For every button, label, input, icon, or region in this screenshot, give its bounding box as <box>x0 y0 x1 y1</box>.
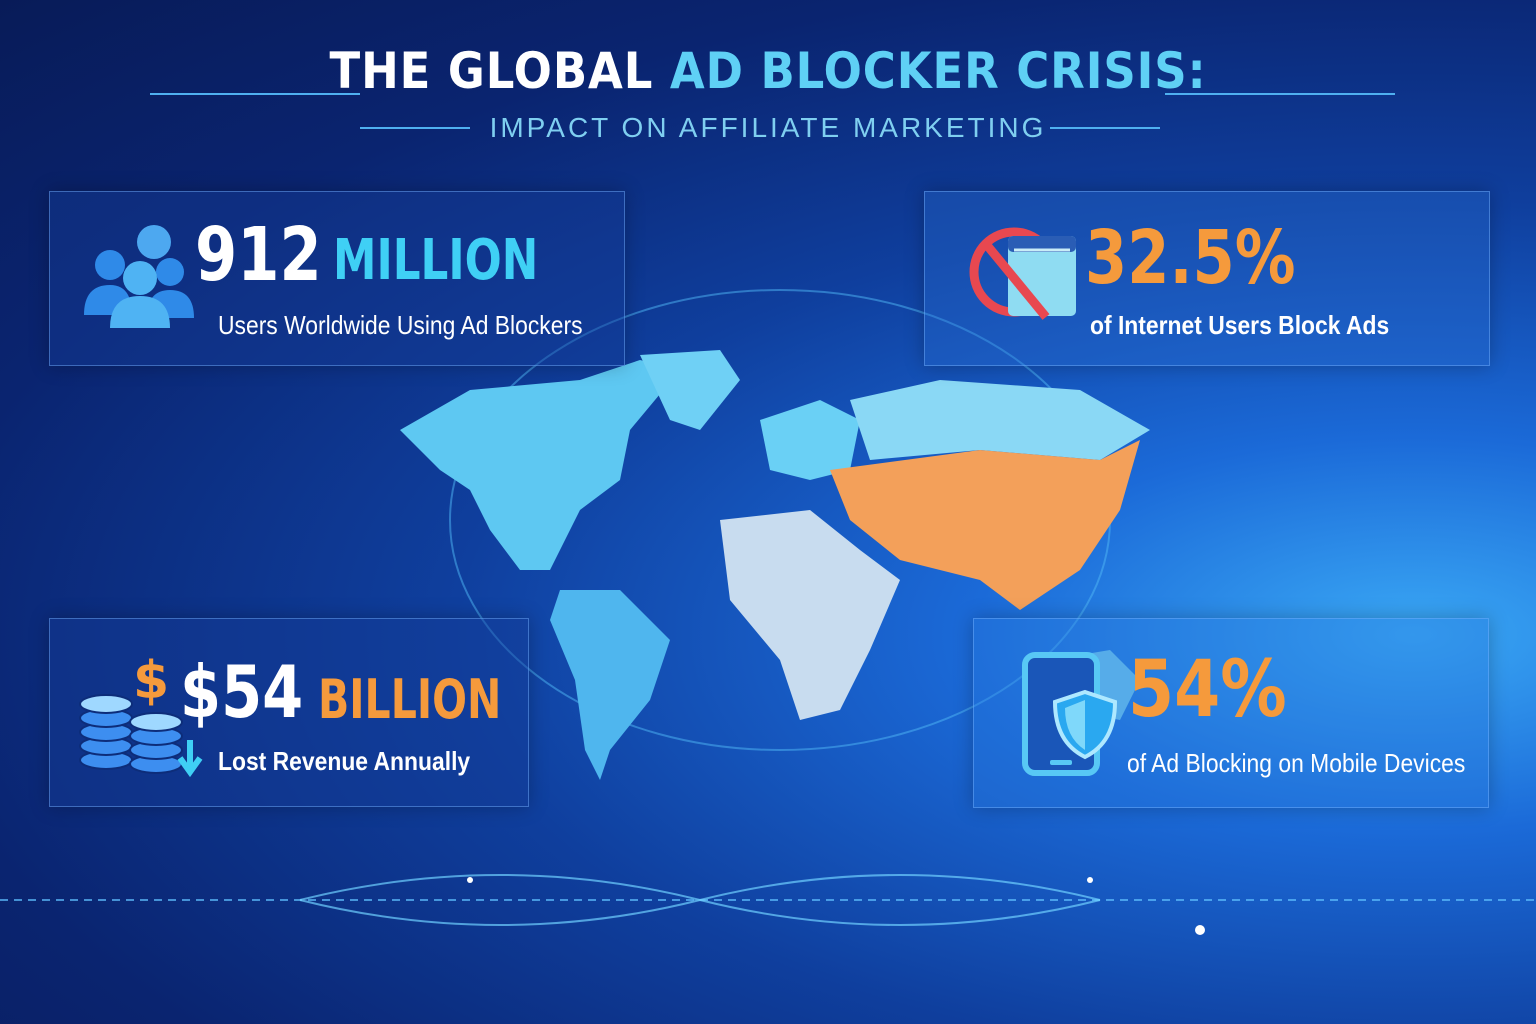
stat-description: Users Worldwide Using Ad Blockers <box>218 310 583 340</box>
stat-description: of Internet Users Block Ads <box>1090 310 1390 340</box>
title: THE GLOBAL AD BLOCKER CRISIS: <box>77 42 1459 100</box>
north-america <box>400 360 680 570</box>
divider <box>1165 93 1395 95</box>
stat-value: $54 <box>180 650 304 734</box>
stat-value: 912 <box>195 212 322 298</box>
mobile-shield-icon <box>1022 652 1118 776</box>
russia <box>850 380 1150 460</box>
users-group-icon <box>84 225 194 328</box>
africa <box>720 510 900 720</box>
stat-description: of Ad Blocking on Mobile Devices <box>1127 748 1466 778</box>
stat-card-revenue <box>49 618 529 807</box>
stat-value: 54% <box>1128 645 1287 735</box>
blocked-browser-icon <box>969 227 1076 320</box>
asia-highlight <box>830 440 1140 610</box>
coins-dollar-down-icon: $ <box>79 651 203 778</box>
divider <box>1050 127 1160 129</box>
stat-unit: MILLION <box>333 228 539 293</box>
stat-value: 32.5% <box>1085 215 1296 301</box>
subtitle: IMPACT ON AFFILIATE MARKETING <box>489 112 1047 143</box>
greenland <box>640 350 740 430</box>
title-part-1: THE GLOBAL <box>329 42 654 100</box>
europe <box>760 400 860 480</box>
south-america <box>550 590 670 780</box>
decorative-wave <box>0 874 1536 935</box>
svg-text:$: $ <box>133 651 169 711</box>
divider <box>360 127 470 129</box>
stat-unit: BILLION <box>318 668 502 731</box>
stat-description: Lost Revenue Annually <box>218 746 471 776</box>
title-part-2: AD BLOCKER CRISIS: <box>669 42 1207 100</box>
divider <box>150 93 360 95</box>
